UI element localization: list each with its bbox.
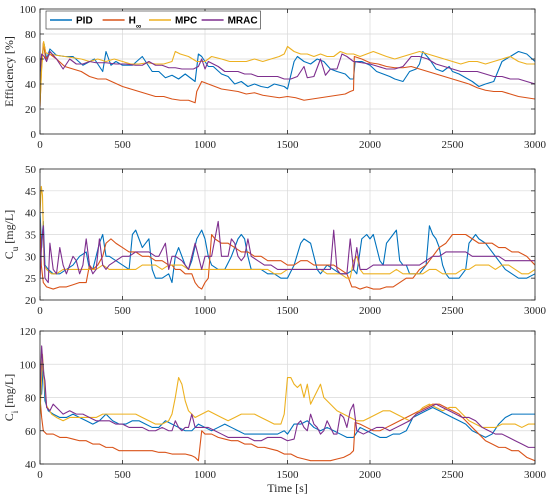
- y-tick-label: 50: [25, 164, 37, 176]
- y-axis-label: Cu [mg/L]: [2, 210, 20, 260]
- series-line-mrac: [40, 50, 535, 85]
- y-tick-label: 80: [25, 29, 37, 41]
- y-tick-label: 60: [25, 54, 37, 66]
- y-axis-label: Efficiency [%]: [2, 36, 16, 107]
- legend-item: PID: [50, 16, 93, 27]
- series-line-mpc: [40, 40, 535, 105]
- x-tick-label: 0: [37, 305, 43, 317]
- label-main: C: [2, 251, 16, 259]
- x-axis-label: Time [s]: [267, 481, 308, 495]
- label-unit: [mg/L]: [2, 210, 16, 247]
- x-tick-label: 1000: [194, 305, 217, 317]
- legend: PID H∞ MPC MRAC: [45, 10, 261, 31]
- y-tick-label: 40: [25, 459, 37, 471]
- x-tick-label: 500: [114, 469, 131, 481]
- x-tick-label: 2500: [442, 305, 465, 317]
- y-tick-label: 100: [20, 4, 37, 16]
- legend-label: PID: [76, 16, 93, 27]
- y-tick-label: 35: [25, 230, 37, 242]
- series-line-mrac: [40, 220, 535, 284]
- y-tick-label: 45: [25, 186, 37, 198]
- subplot-2: 0 500 1000 1500 2000 2500 3000 20 25 30 35 40 45 50 Cu…: [2, 164, 547, 317]
- x-tick-label: 0: [37, 469, 43, 481]
- x-tick-label: 3000: [524, 305, 547, 317]
- series-line-h-: [40, 42, 535, 107]
- legend-item: MRAC: [201, 16, 258, 27]
- y-tick-label: 120: [20, 326, 37, 338]
- x-tick-label: 2000: [359, 305, 382, 317]
- y-tick-label: 20: [25, 295, 37, 307]
- legend-label: H∞: [129, 16, 142, 31]
- y-tick-label: 25: [25, 273, 37, 285]
- x-tick-label: 1500: [277, 305, 300, 317]
- x-tick-label: 3000: [524, 469, 547, 481]
- y-axis-label: Ci [mg/L]: [2, 374, 20, 422]
- x-tick-label: 500: [114, 139, 131, 151]
- x-tick-label: 2000: [359, 139, 382, 151]
- subplot-1: 0 500 1000 1500 2000 2500 3000 0 20 40 60 80 100 Effi…: [2, 4, 547, 151]
- series-line-mrac: [40, 345, 535, 448]
- series-line-pid: [40, 43, 535, 90]
- subplot-3: 0 500 1000 1500 2000 2500 3000 40 60 80 100 120 Ci […: [2, 326, 547, 495]
- x-tick-label: 2500: [442, 139, 465, 151]
- legend-label: MPC: [175, 16, 197, 27]
- y-tick-label: 0: [31, 129, 37, 141]
- x-tick-label: 2500: [442, 469, 465, 481]
- legend-label: MRAC: [228, 16, 258, 27]
- y-tick-label: 40: [25, 208, 37, 220]
- y-tick-label: 60: [25, 426, 37, 438]
- y-tick-label: 100: [20, 359, 37, 371]
- series-line-h-: [40, 221, 535, 290]
- x-tick-label: 1000: [194, 139, 217, 151]
- legend-item: H∞: [102, 16, 142, 31]
- x-tick-label: 1500: [277, 139, 300, 151]
- x-tick-label: 1000: [194, 469, 217, 481]
- label-unit: [mg/L]: [2, 374, 16, 411]
- x-tick-label: 500: [114, 305, 131, 317]
- label-main: C: [2, 413, 16, 421]
- label-subscript: u: [10, 246, 20, 251]
- x-tick-label: 0: [37, 139, 43, 151]
- y-tick-label: 80: [25, 393, 37, 405]
- x-tick-label: 2000: [359, 469, 382, 481]
- label-subscript: ∞: [136, 21, 141, 30]
- series-line-h-: [40, 397, 535, 462]
- y-tick-label: 40: [25, 79, 37, 91]
- y-tick-label: 30: [25, 251, 37, 263]
- x-tick-label: 3000: [524, 139, 547, 151]
- x-tick-label: 1500: [277, 469, 300, 481]
- series-line-mpc: [40, 353, 535, 428]
- label-main: H: [129, 16, 136, 27]
- label-subscript: i: [10, 410, 20, 413]
- legend-item: MPC: [149, 16, 197, 27]
- y-tick-label: 20: [25, 104, 37, 116]
- series-line-mpc: [40, 185, 535, 279]
